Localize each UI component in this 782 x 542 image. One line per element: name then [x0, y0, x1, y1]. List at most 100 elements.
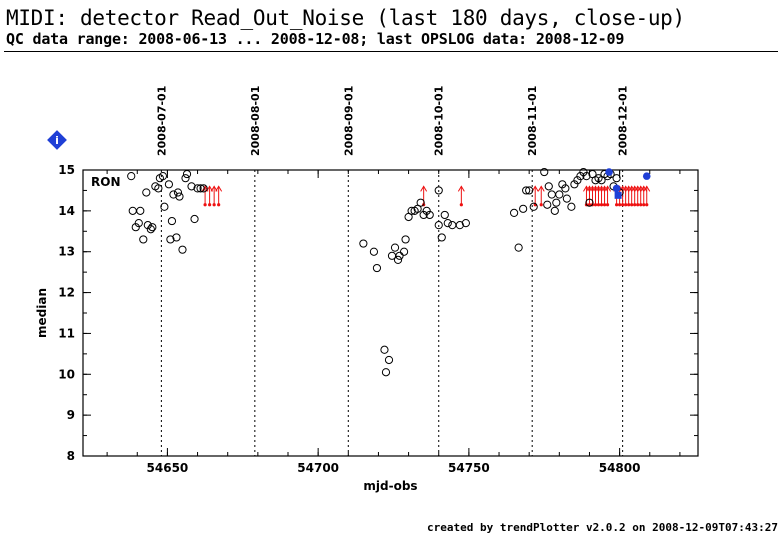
outlier-arrow-base [621, 203, 625, 207]
data-point [127, 172, 136, 181]
data-point [182, 169, 192, 179]
data-point [514, 243, 523, 252]
outlier-arrow-base [593, 203, 598, 207]
data-point [158, 172, 167, 181]
data-point [139, 235, 148, 244]
data-point-square [614, 191, 622, 199]
outlier-arrow-head [589, 185, 596, 192]
data-point [193, 184, 202, 193]
outlier-arrow-head [643, 185, 651, 192]
outlier-arrow-base [627, 203, 631, 207]
outlier-arrow-base [615, 203, 619, 207]
y-tick-label: 13 [58, 245, 75, 259]
date-marker-label: 2008-08-01 [249, 86, 262, 156]
outlier-arrow-base [624, 203, 628, 207]
y-tick-label: 12 [58, 286, 75, 300]
outlier-arrow-head [215, 185, 223, 192]
data-point [142, 188, 151, 197]
data-point [166, 235, 175, 244]
data-point [461, 219, 470, 228]
outlier-arrow-head [583, 185, 590, 192]
outlier-arrow-head [625, 185, 633, 192]
outlier-arrow-head [598, 185, 605, 192]
data-point [582, 172, 591, 181]
data-point [437, 233, 446, 242]
data-point [175, 192, 184, 201]
x-axis-label: mjd-obs [363, 479, 417, 493]
trend-chart: 2008-07-01 2008-08-01 2008-09-01 2008-10-01… [35, 86, 699, 493]
data-point [199, 184, 208, 193]
outlier-arrow-base [642, 203, 646, 207]
data-point [567, 202, 576, 211]
data-point [134, 219, 143, 228]
data-point-highlight [605, 168, 613, 176]
data-point [419, 210, 428, 220]
outlier-arrow-base [618, 203, 622, 207]
outlier-arrow-base [539, 203, 543, 207]
data-point [434, 221, 443, 230]
data-point [173, 188, 183, 197]
y-tick-label: 14 [58, 204, 75, 218]
date-marker-label: 2008-12-01 [617, 86, 630, 156]
data-point [522, 186, 531, 195]
outlier-arrow-head [604, 185, 611, 192]
data-point [573, 176, 582, 185]
data-point [455, 221, 464, 230]
data-point-highlight [612, 184, 621, 193]
outlier-arrow-base [599, 203, 604, 207]
data-point [416, 198, 425, 207]
outlier-arrow-base [602, 203, 607, 207]
outlier-arrow-base [636, 203, 640, 207]
plot-frame [82, 169, 699, 457]
outlier-arrow-base [208, 203, 212, 207]
outlier-arrow-head [586, 185, 593, 192]
data-point [422, 206, 431, 215]
data-point [169, 190, 178, 199]
data-point [167, 216, 177, 226]
data-point [579, 167, 588, 177]
outlier-arrow-head [634, 185, 642, 192]
data-point [381, 368, 391, 377]
date-marker-label: 2008-07-01 [155, 86, 168, 156]
outlier-arrow-head [537, 185, 545, 192]
data-point [544, 182, 553, 191]
outlier-arrow-base [639, 203, 643, 207]
data-point [196, 184, 205, 193]
data-point [519, 204, 528, 213]
data-point [399, 247, 409, 256]
data-point [561, 184, 570, 193]
outlier-arrow-head [628, 185, 636, 192]
outlier-arrow-head [640, 185, 648, 192]
data-point [143, 221, 152, 230]
chart-subtitle: QC data range: 2008-06-13 ... 2008-12-08… [6, 30, 625, 48]
outlier-arrow-head [622, 185, 630, 192]
outlier-arrow-base [587, 203, 592, 207]
y-tick-label: 11 [58, 326, 75, 340]
data-point [190, 214, 199, 224]
outlier-arrow-head [420, 185, 428, 192]
outlier-arrow-base [605, 203, 610, 207]
data-point [562, 194, 571, 203]
data-point [550, 206, 559, 215]
data-point [380, 345, 389, 354]
outlier-arrow-base [203, 203, 207, 207]
data-point [154, 184, 163, 193]
header-rule [4, 51, 778, 52]
data-point [178, 245, 187, 254]
outlier-arrow-head [619, 185, 627, 192]
data-point [543, 200, 552, 209]
data-point [547, 190, 556, 199]
data-point [148, 223, 157, 232]
outlier-arrow-head [592, 185, 599, 192]
data-point [172, 233, 181, 242]
data-point [585, 198, 594, 207]
data-point [540, 167, 549, 177]
data-point [555, 190, 564, 199]
x-tick-label: 54650 [147, 461, 189, 475]
y-tick-label: 10 [58, 367, 75, 381]
outlier-arrow-head [457, 185, 465, 192]
data-point [401, 235, 410, 244]
data-point [359, 239, 368, 248]
date-marker-label: 2008-10-01 [433, 86, 446, 156]
data-point [434, 186, 443, 195]
